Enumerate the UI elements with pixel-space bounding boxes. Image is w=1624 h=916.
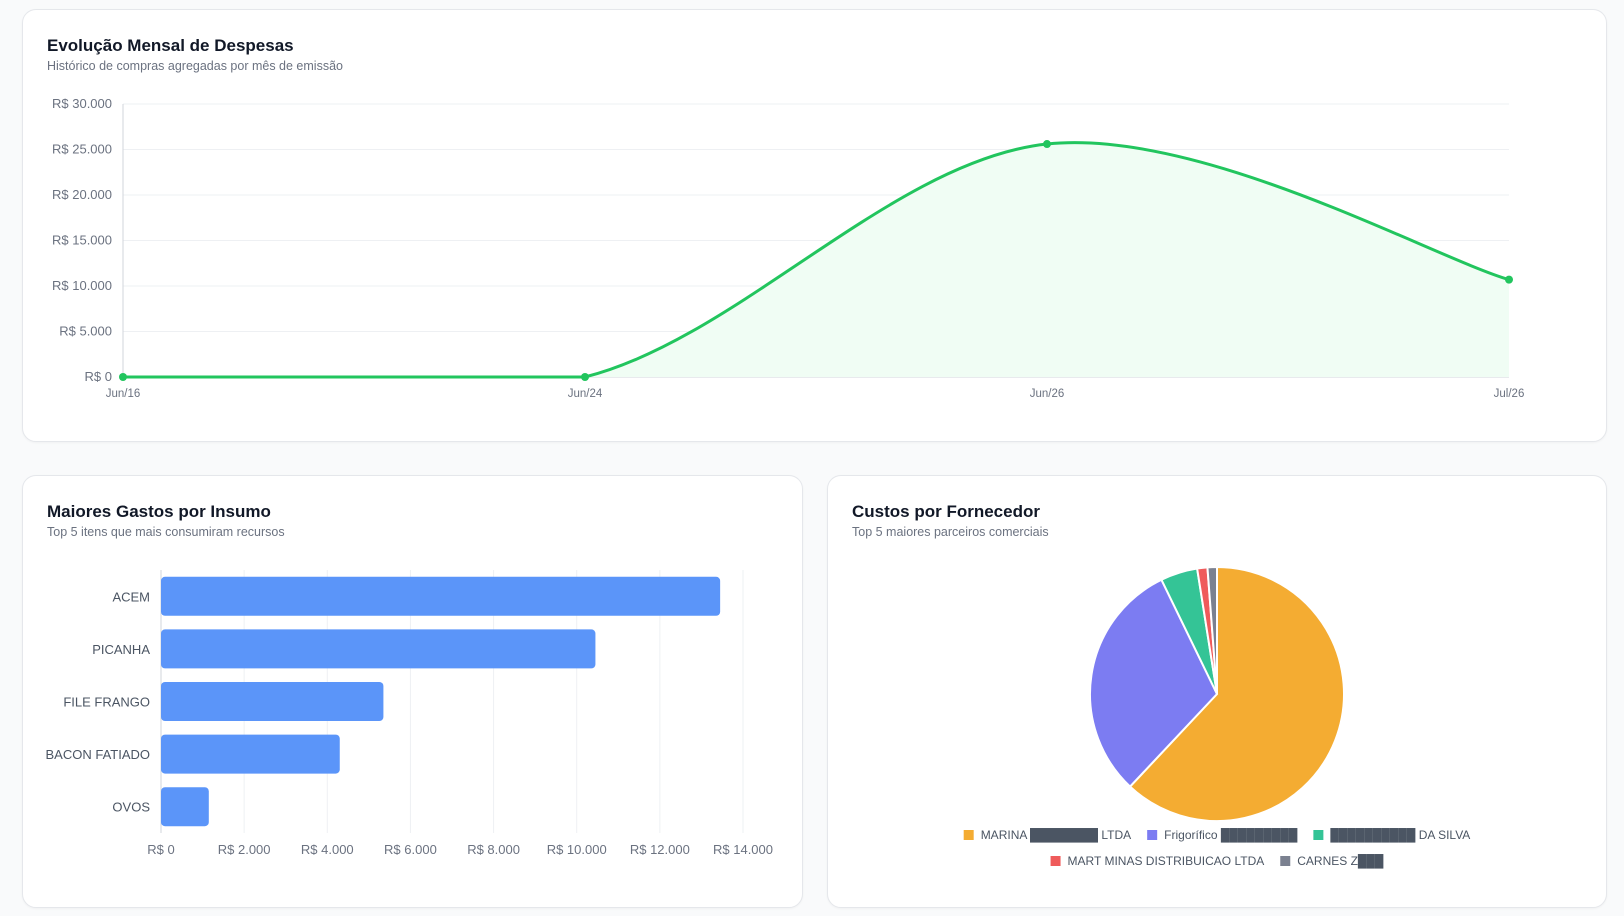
monthly-expenses-chart: R$ 0 R$ 5.000 R$ 10.000 R$ 15.000 R$ 20.000 R…: [52, 96, 1525, 400]
y-tick-label: R$ 15.000: [52, 233, 112, 248]
legend-item: ██████████ DA SILVA: [1313, 828, 1470, 843]
legend-label: CARNES Z███: [1297, 854, 1384, 869]
legend-label: ██████████ DA SILVA: [1330, 828, 1470, 843]
series-line: [123, 141, 1510, 379]
bar: [161, 576, 721, 616]
y-tick-label: R$ 30.000: [52, 96, 112, 111]
card-subtitle: Top 5 itens que mais consumiram recursos: [47, 525, 285, 539]
category-label: FILE FRANGO: [63, 695, 150, 710]
category-label: OVOS: [112, 800, 150, 815]
series-area: [123, 142, 1509, 377]
card-subtitle: Histórico de compras agregadas por mês d…: [47, 59, 343, 73]
bar: [161, 734, 340, 774]
x-tick-label: Jul/26: [1494, 388, 1525, 400]
pie-slice: [1089, 578, 1219, 788]
x-tick-label: R$ 8.000: [467, 842, 520, 857]
data-point: [581, 373, 589, 381]
y-tick-label: R$ 5.000: [59, 324, 112, 339]
x-tick-label: R$ 14.000: [713, 842, 773, 857]
card-subtitle: Top 5 maiores parceiros comerciais: [852, 525, 1049, 539]
pie-slice: [1128, 565, 1345, 822]
x-tick-label: Jun/26: [1030, 388, 1065, 400]
data-point: [1043, 140, 1051, 149]
category-label: BACON FATIADO: [46, 747, 151, 762]
card-title: Maiores Gastos por Insumo: [47, 502, 271, 521]
legend-item: MART MINAS DISTRIBUICAO LTDA: [1050, 854, 1265, 868]
x-tick-label: Jun/16: [106, 388, 141, 400]
y-tick-label: R$ 10.000: [52, 278, 112, 293]
x-tick-label: R$ 12.000: [630, 842, 690, 857]
legend-label: MART MINAS DISTRIBUICAO LTDA: [1068, 854, 1265, 868]
bar: [161, 787, 209, 827]
pie-slice: [1206, 565, 1218, 695]
top-items-chart: R$ 0 R$ 2.000 R$ 4.000 R$ 6.000 R$ 8.000 R$ 1…: [46, 570, 773, 857]
x-tick-label: R$ 4.000: [301, 842, 354, 857]
supplier-costs-chart: MARINA ████████ LTDA Frigorífico ████████…: [963, 565, 1470, 869]
category-label: PICANHA: [92, 642, 150, 657]
legend-swatch: [1147, 830, 1158, 840]
supplier-costs-card: Custos por Fornecedor Top 5 maiores parc…: [827, 475, 1607, 908]
data-point: [1505, 275, 1513, 284]
legend-item: MARINA ████████ LTDA: [963, 828, 1131, 843]
bar: [161, 629, 596, 669]
bar: [161, 682, 384, 721]
x-tick-label: R$ 6.000: [384, 842, 437, 857]
legend-swatch: [1313, 830, 1324, 840]
x-tick-label: R$ 2.000: [218, 842, 271, 857]
y-tick-label: R$ 0: [85, 369, 112, 384]
category-label: ACEM: [112, 589, 150, 604]
legend-swatch: [963, 830, 974, 840]
data-point: [119, 373, 127, 381]
legend-item: Frigorífico █████████: [1147, 828, 1298, 843]
legend-swatch: [1050, 856, 1061, 866]
legend-label: MARINA ████████ LTDA: [981, 828, 1131, 843]
legend-item: CARNES Z███: [1280, 854, 1384, 869]
x-tick-label: Jun/24: [568, 388, 603, 400]
card-title: Evolução Mensal de Despesas: [47, 36, 294, 55]
x-tick-label: R$ 0: [147, 842, 174, 857]
legend-row: MARINA ████████ LTDA Frigorífico ████████…: [963, 828, 1470, 843]
legend-row: MART MINAS DISTRIBUICAO LTDA CARNES Z███: [1050, 854, 1384, 869]
y-tick-label: R$ 20.000: [52, 187, 112, 202]
legend-swatch: [1280, 856, 1291, 866]
x-tick-label: R$ 10.000: [547, 842, 607, 857]
legend-label: Frigorífico █████████: [1164, 828, 1298, 843]
top-items-card: Maiores Gastos por Insumo Top 5 itens qu…: [22, 475, 803, 908]
card-title: Custos por Fornecedor: [852, 502, 1040, 521]
y-tick-label: R$ 25.000: [52, 142, 112, 157]
monthly-expenses-card: Evolução Mensal de Despesas Histórico de…: [22, 9, 1607, 442]
